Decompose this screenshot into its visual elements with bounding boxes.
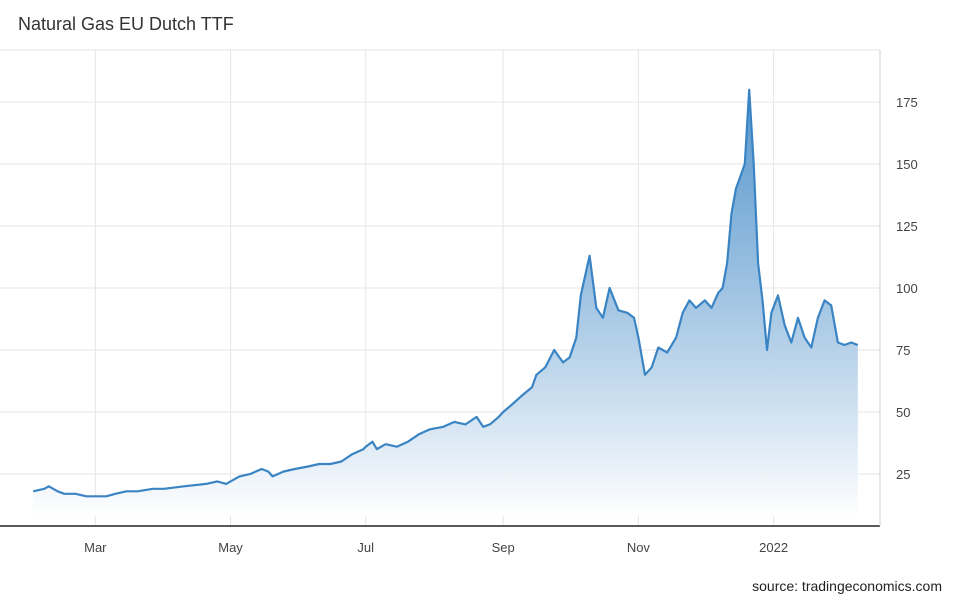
y-tick-label: 150 xyxy=(896,157,918,172)
source-label: source: tradingeconomics.com xyxy=(752,578,942,594)
y-tick-label: 100 xyxy=(896,281,918,296)
y-tick-label: 75 xyxy=(896,343,910,358)
y-tick-labels: 25 50 75 100 125 150 175 xyxy=(896,95,918,482)
x-tick-label: May xyxy=(218,540,243,555)
y-tick-label: 175 xyxy=(896,95,918,110)
x-tick-label: Mar xyxy=(84,540,107,555)
y-tick-label: 25 xyxy=(896,467,910,482)
x-tick-labels: Mar May Jul Sep Nov 2022 xyxy=(84,540,788,555)
chart-title: Natural Gas EU Dutch TTF xyxy=(18,14,234,34)
x-tick-label: Jul xyxy=(357,540,374,555)
y-tick-label: 50 xyxy=(896,405,910,420)
y-tick-label: 125 xyxy=(896,219,918,234)
x-tick-label: Nov xyxy=(627,540,651,555)
x-tick-label: Sep xyxy=(492,540,515,555)
series-area-fill xyxy=(33,89,858,516)
x-tick-label: 2022 xyxy=(759,540,788,555)
series-line xyxy=(32,88,859,498)
